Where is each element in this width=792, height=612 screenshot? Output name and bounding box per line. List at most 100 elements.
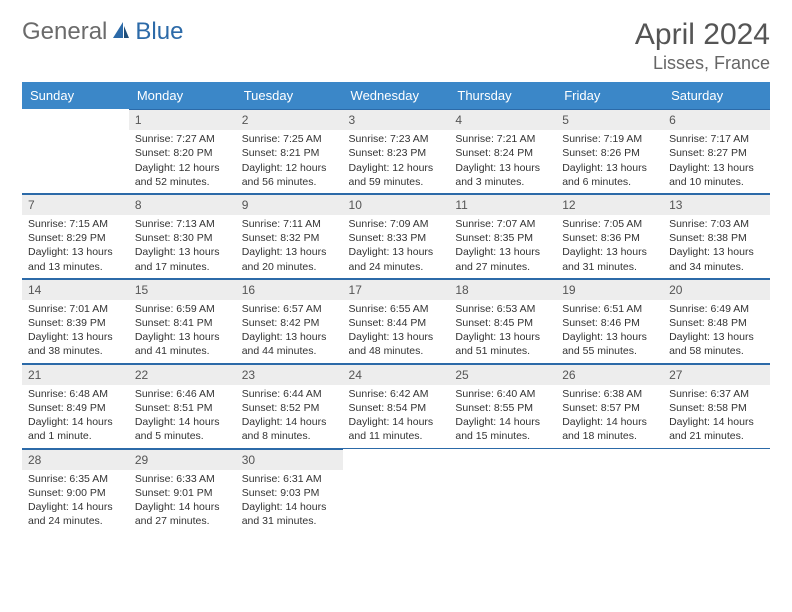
sunset-text: Sunset: 8:52 PM — [236, 401, 343, 415]
daylight-text: Daylight: 12 hours and 59 minutes. — [343, 161, 450, 189]
sunrise-text: Sunrise: 7:17 AM — [663, 132, 770, 146]
sunset-text: Sunset: 8:41 PM — [129, 316, 236, 330]
calendar-day-cell: 30Sunrise: 6:31 AMSunset: 9:03 PMDayligh… — [236, 448, 343, 532]
day-number: 19 — [556, 279, 663, 300]
daylight-text: Daylight: 13 hours and 44 minutes. — [236, 330, 343, 358]
daylight-text: Daylight: 13 hours and 10 minutes. — [663, 161, 770, 189]
calendar-day-cell: 29 Sunrise: 6:33 AMSunset: 9:01 PMDayligh… — [129, 448, 236, 532]
calendar-day-cell: 24Sunrise: 6:42 AMSunset: 8:54 PMDayligh… — [343, 363, 450, 448]
daylight-text: Daylight: 14 hours and 11 minutes. — [343, 415, 450, 443]
daylight-text: Daylight: 14 hours and 27 minutes. — [129, 500, 236, 528]
sunrise-text: Sunrise: 7:01 AM — [22, 302, 129, 316]
sunset-text: Sunset: 8:44 PM — [343, 316, 450, 330]
day-number: 9 — [236, 194, 343, 215]
sunrise-text: Sunrise: 6:38 AM — [556, 387, 663, 401]
sunset-text: Sunset: 8:39 PM — [22, 316, 129, 330]
sunrise-text: Sunrise: 6:57 AM — [236, 302, 343, 316]
day-number: 23 — [236, 364, 343, 385]
calendar-day-cell: 12Sunrise: 7:05 AMSunset: 8:36 PMDayligh… — [556, 193, 663, 278]
calendar-day-cell: 10Sunrise: 7:09 AMSunset: 8:33 PMDayligh… — [343, 193, 450, 278]
logo-text-general: General — [22, 18, 107, 46]
day-number: 12 — [556, 194, 663, 215]
sunrise-text: Sunrise: 7:21 AM — [449, 132, 556, 146]
calendar-day-cell: 3Sunrise: 7:23 AMSunset: 8:23 PMDaylight… — [343, 109, 450, 193]
daylight-text: Daylight: 14 hours and 5 minutes. — [129, 415, 236, 443]
day-number: 26 — [556, 364, 663, 385]
day-number: 22 — [129, 364, 236, 385]
daylight-text: Daylight: 13 hours and 34 minutes. — [663, 245, 770, 273]
day-number: 24 — [343, 364, 450, 385]
day-number: 14 — [22, 279, 129, 300]
calendar-day-cell: . — [663, 448, 770, 532]
day-number: 30 — [236, 449, 343, 470]
weekday-header: Saturday — [663, 82, 770, 109]
daylight-text: Daylight: 12 hours and 52 minutes. — [129, 161, 236, 189]
day-number: 8 — [129, 194, 236, 215]
sunrise-text: Sunrise: 6:42 AM — [343, 387, 450, 401]
calendar-day-cell: 19Sunrise: 6:51 AMSunset: 8:46 PMDayligh… — [556, 278, 663, 363]
logo-sail-icon — [111, 20, 131, 45]
header: General Blue April 2024 Lisses, France — [22, 18, 770, 74]
calendar-day-cell: 18Sunrise: 6:53 AMSunset: 8:45 PMDayligh… — [449, 278, 556, 363]
calendar-day-cell: 15Sunrise: 6:59 AMSunset: 8:41 PMDayligh… — [129, 278, 236, 363]
calendar-day-cell: 2Sunrise: 7:25 AMSunset: 8:21 PMDaylight… — [236, 109, 343, 193]
calendar-day-cell: 9Sunrise: 7:11 AMSunset: 8:32 PMDaylight… — [236, 193, 343, 278]
day-number: 13 — [663, 194, 770, 215]
daylight-text: Daylight: 14 hours and 31 minutes. — [236, 500, 343, 528]
title-block: April 2024 Lisses, France — [635, 18, 770, 74]
sunrise-text: Sunrise: 7:11 AM — [236, 217, 343, 231]
calendar-week-row: 21Sunrise: 6:48 AMSunset: 8:49 PMDayligh… — [22, 363, 770, 448]
daylight-text: Daylight: 13 hours and 38 minutes. — [22, 330, 129, 358]
sunset-text: Sunset: 8:27 PM — [663, 146, 770, 160]
day-number: 5 — [556, 109, 663, 130]
daylight-text: Daylight: 14 hours and 18 minutes. — [556, 415, 663, 443]
sunset-text: Sunset: 8:42 PM — [236, 316, 343, 330]
sunrise-text: Sunrise: 6:55 AM — [343, 302, 450, 316]
calendar-day-cell: 13Sunrise: 7:03 AMSunset: 8:38 PMDayligh… — [663, 193, 770, 278]
sunset-text: Sunset: 8:30 PM — [129, 231, 236, 245]
calendar-day-cell: 11Sunrise: 7:07 AMSunset: 8:35 PMDayligh… — [449, 193, 556, 278]
sunrise-text: Sunrise: 7:07 AM — [449, 217, 556, 231]
calendar-day-cell: 6Sunrise: 7:17 AMSunset: 8:27 PMDaylight… — [663, 109, 770, 193]
sunset-text: Sunset: 8:35 PM — [449, 231, 556, 245]
calendar-week-row: .1Sunrise: 7:27 AMSunset: 8:20 PMDayligh… — [22, 109, 770, 193]
calendar-day-cell: 1Sunrise: 7:27 AMSunset: 8:20 PMDaylight… — [129, 109, 236, 193]
logo: General Blue — [22, 18, 183, 46]
sunset-text: Sunset: 8:32 PM — [236, 231, 343, 245]
calendar-week-row: 14Sunrise: 7:01 AMSunset: 8:39 PMDayligh… — [22, 278, 770, 363]
daylight-text: Daylight: 13 hours and 41 minutes. — [129, 330, 236, 358]
calendar-day-cell: . — [556, 448, 663, 532]
sunrise-text: Sunrise: 7:25 AM — [236, 132, 343, 146]
sunrise-text: Sunrise: 7:09 AM — [343, 217, 450, 231]
sunrise-text: Sunrise: 6:33 AM — [129, 472, 236, 486]
sunrise-text: Sunrise: 6:49 AM — [663, 302, 770, 316]
sunrise-text: Sunrise: 6:44 AM — [236, 387, 343, 401]
day-number: 21 — [22, 364, 129, 385]
sunset-text: Sunset: 8:29 PM — [22, 231, 129, 245]
calendar-day-cell: 8Sunrise: 7:13 AMSunset: 8:30 PMDaylight… — [129, 193, 236, 278]
calendar-body: .1Sunrise: 7:27 AMSunset: 8:20 PMDayligh… — [22, 109, 770, 532]
sunrise-text: Sunrise: 6:37 AM — [663, 387, 770, 401]
daylight-text: Daylight: 13 hours and 55 minutes. — [556, 330, 663, 358]
sunset-text: Sunset: 8:48 PM — [663, 316, 770, 330]
day-number: 25 — [449, 364, 556, 385]
sunrise-text: Sunrise: 6:48 AM — [22, 387, 129, 401]
day-number: 16 — [236, 279, 343, 300]
daylight-text: Daylight: 13 hours and 51 minutes. — [449, 330, 556, 358]
daylight-text: Daylight: 12 hours and 56 minutes. — [236, 161, 343, 189]
sunrise-text: Sunrise: 6:59 AM — [129, 302, 236, 316]
day-number: 27 — [663, 364, 770, 385]
day-number: 29 — [129, 449, 236, 470]
day-number: 1 — [129, 109, 236, 130]
daylight-text: Daylight: 13 hours and 13 minutes. — [22, 245, 129, 273]
day-number: 3 — [343, 109, 450, 130]
calendar-day-cell: . — [449, 448, 556, 532]
daylight-text: Daylight: 13 hours and 31 minutes. — [556, 245, 663, 273]
calendar-day-cell: . — [22, 109, 129, 193]
calendar-day-cell: 27Sunrise: 6:37 AMSunset: 8:58 PMDayligh… — [663, 363, 770, 448]
calendar-day-cell: 20Sunrise: 6:49 AMSunset: 8:48 PMDayligh… — [663, 278, 770, 363]
sunset-text: Sunset: 9:01 PM — [129, 486, 236, 500]
sunrise-text: Sunrise: 6:51 AM — [556, 302, 663, 316]
daylight-text: Daylight: 14 hours and 8 minutes. — [236, 415, 343, 443]
sunset-text: Sunset: 8:21 PM — [236, 146, 343, 160]
